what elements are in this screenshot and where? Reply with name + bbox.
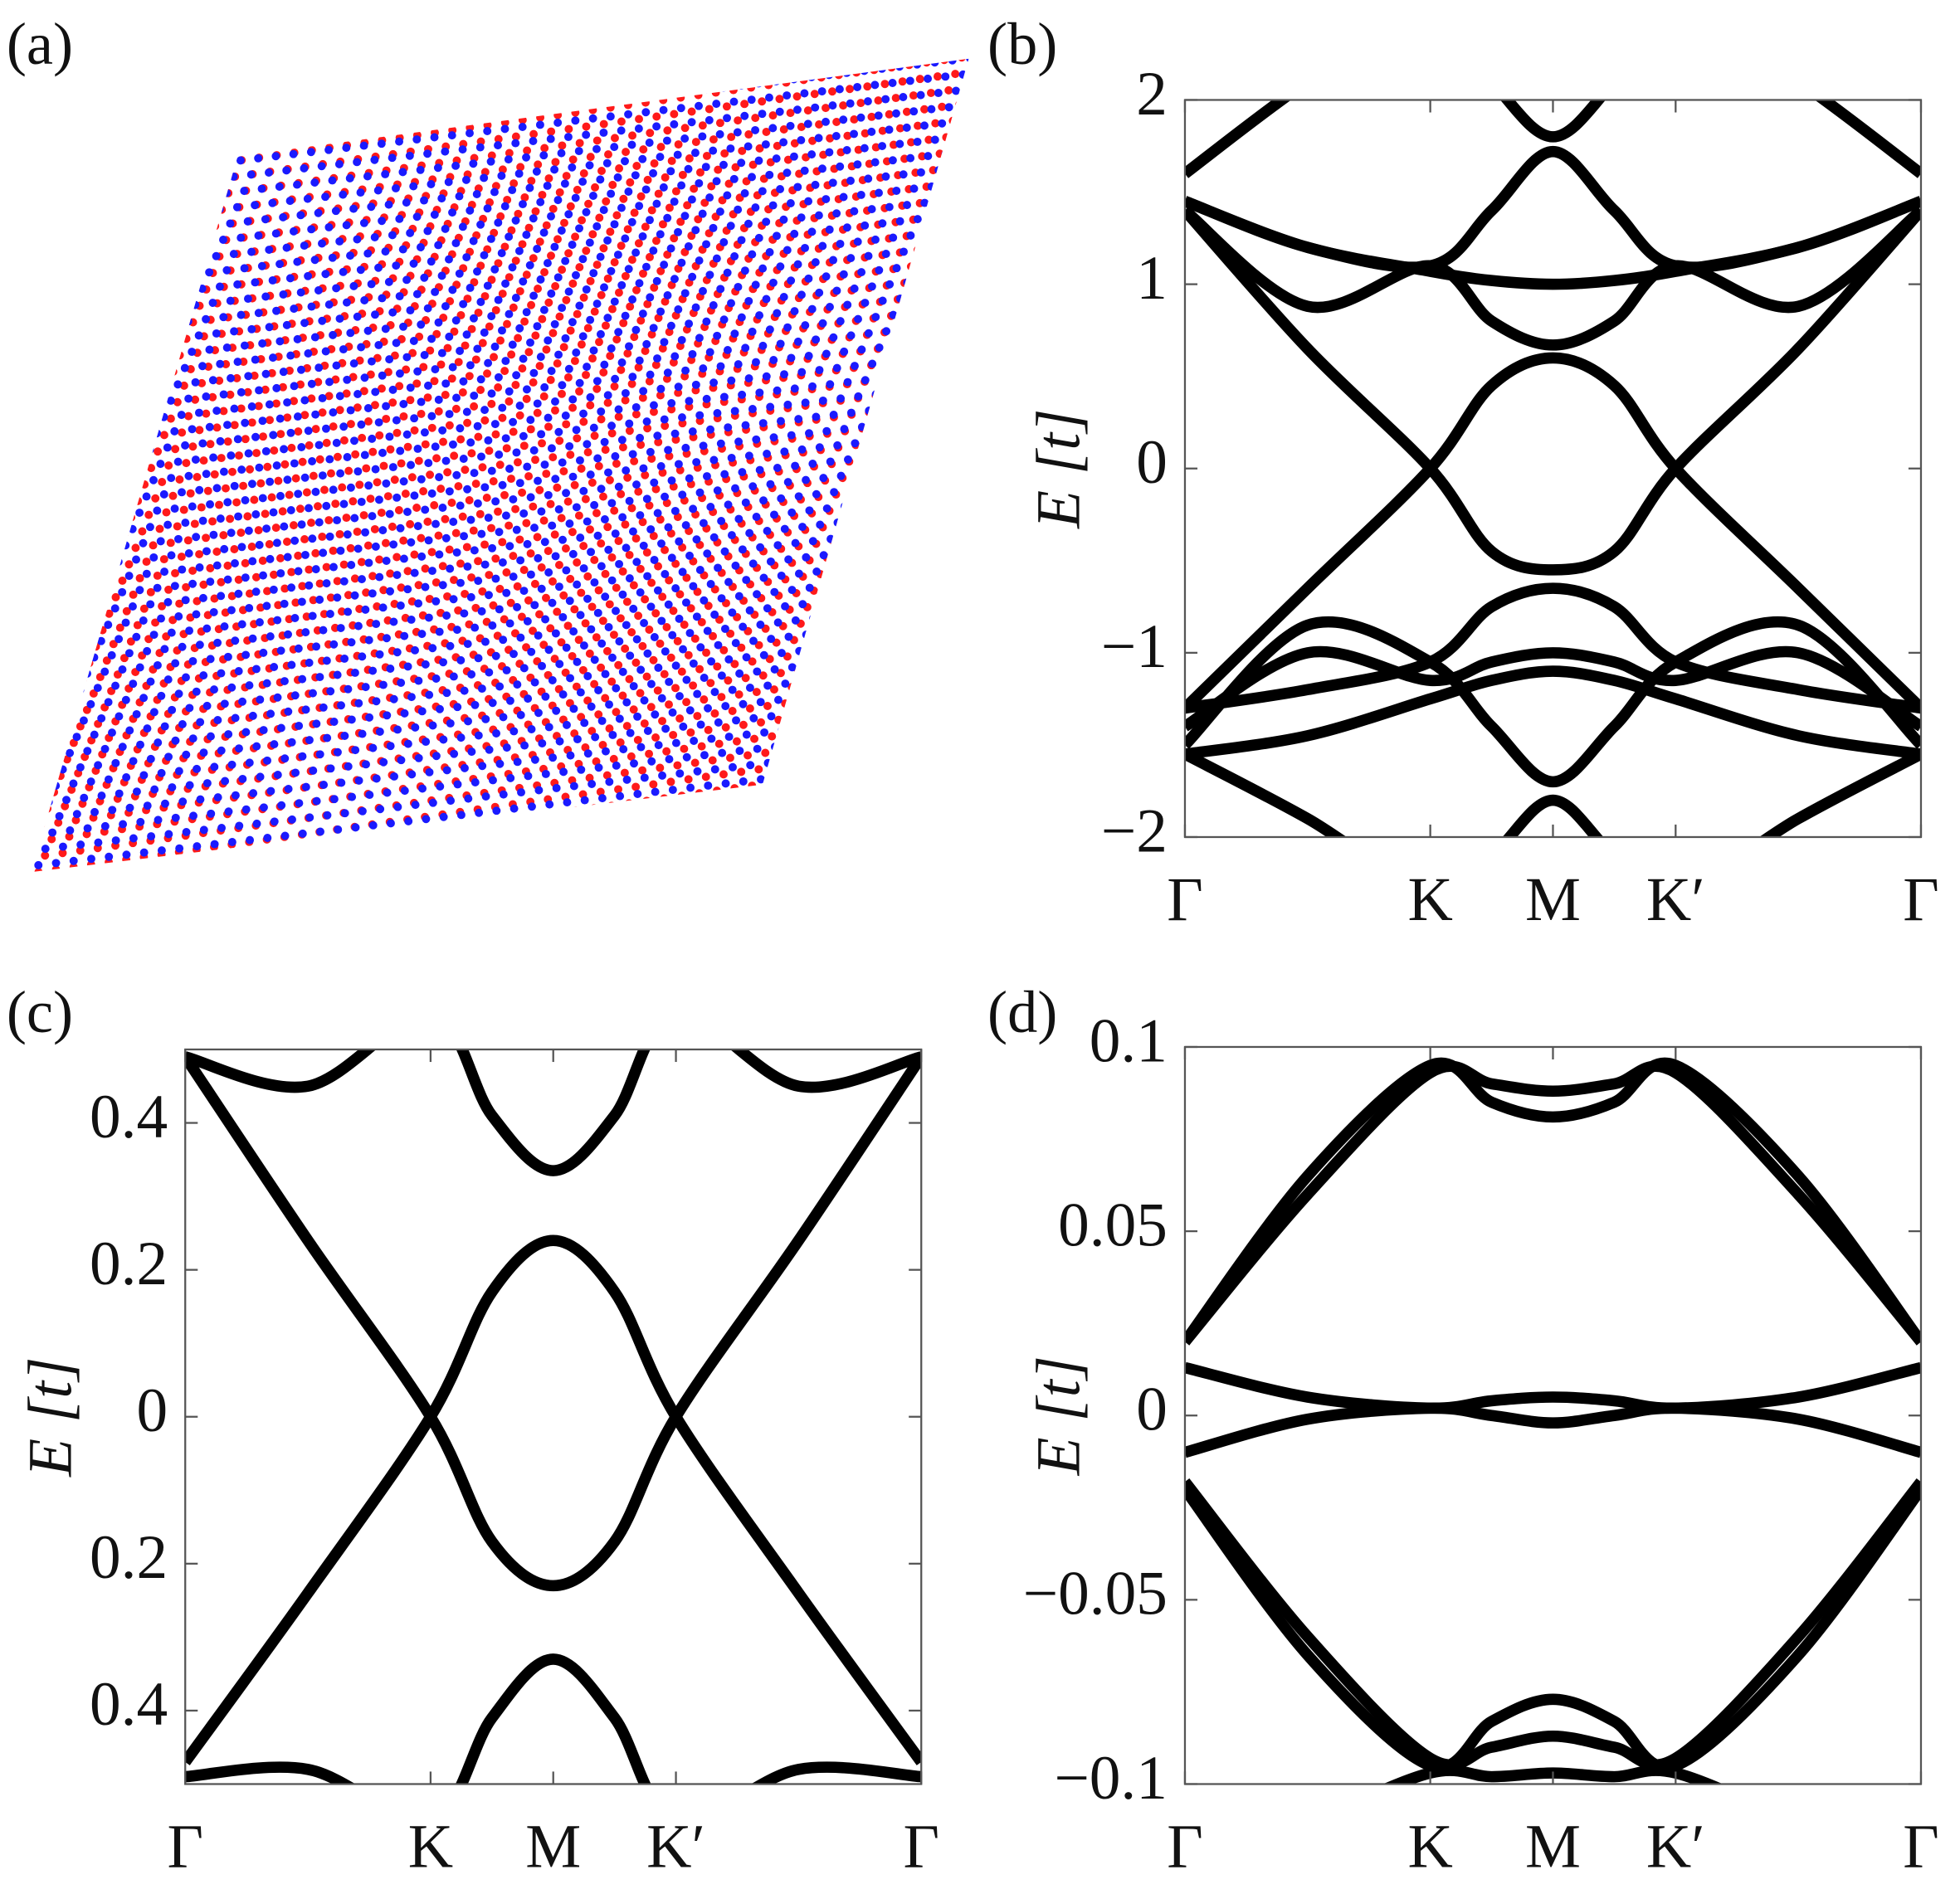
band bbox=[1184, 207, 1921, 576]
band bbox=[1184, 1060, 1921, 1346]
lattice bbox=[31, 58, 969, 873]
band bbox=[1184, 582, 1921, 714]
band bbox=[1184, 1478, 1921, 1771]
x-tick-label: K bbox=[1407, 865, 1452, 934]
y-tick-label: 0 bbox=[1136, 1375, 1168, 1444]
band bbox=[1184, 645, 1921, 732]
plot-frame bbox=[184, 1048, 923, 1785]
y-axis-label: E [t] bbox=[1025, 409, 1094, 529]
band bbox=[1184, 352, 1921, 713]
y-tick-label: 0.2 bbox=[90, 1229, 168, 1298]
band bbox=[1184, 196, 1921, 290]
panel-label: (d) bbox=[987, 979, 1057, 1045]
y-tick-label: 1 bbox=[1136, 244, 1168, 313]
y-tick-label: 0.05 bbox=[1058, 1190, 1168, 1259]
y-tick-label: 0.2 bbox=[90, 1523, 168, 1592]
lattice-layer bbox=[31, 58, 969, 873]
band bbox=[1184, 1486, 1921, 1774]
y-tick-label: −0.1 bbox=[1054, 1744, 1168, 1813]
x-tick-label: M bbox=[1525, 865, 1581, 934]
band bbox=[1184, 1057, 1921, 1346]
band bbox=[1184, 1361, 1921, 1414]
y-tick-label: −2 bbox=[1101, 796, 1168, 865]
panel-label: (a) bbox=[7, 11, 73, 77]
y-axis-label: E [t] bbox=[1025, 1356, 1094, 1476]
band bbox=[185, 1049, 922, 1176]
x-tick-label: Γ bbox=[1903, 1813, 1939, 1882]
x-tick-label: Γ bbox=[903, 1813, 939, 1882]
plot-lines bbox=[1184, 100, 1921, 837]
band bbox=[1184, 616, 1921, 788]
x-tick-label: Γ bbox=[1903, 865, 1939, 934]
y-tick-label: 0 bbox=[137, 1376, 168, 1445]
plot-frame bbox=[1183, 99, 1923, 839]
x-tick-label: K bbox=[408, 1813, 453, 1882]
band bbox=[1184, 1402, 1921, 1458]
x-tick-label: Γ bbox=[1167, 1813, 1203, 1882]
x-tick-label: K′ bbox=[1646, 865, 1705, 934]
plot-frame bbox=[1183, 1045, 1923, 1785]
band bbox=[185, 1054, 922, 1592]
y-axis-label: E [t] bbox=[16, 1357, 85, 1478]
x-tick-label: Γ bbox=[1167, 865, 1203, 934]
y-tick-label: 0.4 bbox=[90, 1670, 168, 1739]
panel-label: (c) bbox=[7, 979, 73, 1045]
y-tick-label: −1 bbox=[1101, 612, 1168, 681]
band bbox=[1184, 206, 1921, 351]
band bbox=[1184, 145, 1921, 273]
x-tick-label: K′ bbox=[1646, 1813, 1705, 1882]
x-tick-label: Γ bbox=[167, 1813, 203, 1882]
x-tick-label: K′ bbox=[646, 1813, 705, 1882]
band bbox=[185, 1653, 922, 1784]
plot-lines bbox=[1184, 1057, 1921, 1784]
panel-label: (b) bbox=[987, 11, 1057, 77]
x-tick-label: K bbox=[1407, 1813, 1452, 1882]
band bbox=[1184, 749, 1921, 837]
y-tick-label: 0.1 bbox=[1090, 1006, 1168, 1075]
y-tick-label: 2 bbox=[1136, 60, 1168, 129]
x-tick-label: M bbox=[1525, 1813, 1581, 1882]
band bbox=[1184, 665, 1921, 760]
plot-lines bbox=[185, 1049, 922, 1784]
y-tick-label: 0 bbox=[1136, 428, 1168, 497]
y-tick-label: 0.4 bbox=[90, 1083, 168, 1151]
y-tick-label: −0.05 bbox=[1023, 1560, 1168, 1629]
x-tick-label: M bbox=[525, 1813, 581, 1882]
band bbox=[185, 1234, 922, 1765]
band bbox=[1184, 100, 1921, 178]
